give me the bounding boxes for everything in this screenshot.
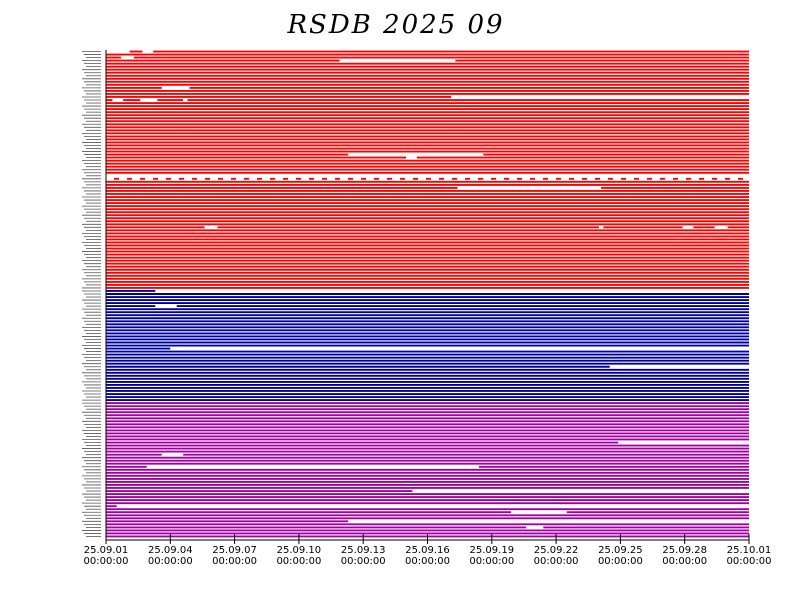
x-tick-label-date: 25.09.13 [341,545,386,556]
x-tick-label-date: 25.10.01 [727,545,772,556]
x-axis: 25.09.0100:00:0025.09.0400:00:0025.09.07… [84,50,772,567]
row-labels [82,51,101,537]
data-gaps [106,50,749,529]
x-tick-label-time: 00:00:00 [84,556,129,567]
x-tick-label-date: 25.09.01 [84,545,129,556]
x-tick-label-date: 25.09.25 [598,545,643,556]
x-tick-label-date: 25.09.19 [470,545,515,556]
x-tick-label-time: 00:00:00 [148,556,193,567]
x-tick-label-time: 00:00:00 [662,556,707,567]
x-tick-label-date: 25.09.16 [405,545,450,556]
x-tick-label-time: 00:00:00 [405,556,450,567]
x-tick-label-time: 00:00:00 [727,556,772,567]
x-tick-label-time: 00:00:00 [469,556,514,567]
x-tick-label-date: 25.09.22 [534,545,579,556]
x-tick-label-time: 00:00:00 [598,556,643,567]
x-tick-label-date: 25.09.07 [212,545,257,556]
x-tick-label-time: 00:00:00 [341,556,386,567]
chart-title: RSDB 2025 09 [287,10,505,40]
x-tick-label-date: 25.09.04 [148,545,193,556]
data-rows [106,50,749,538]
x-tick-label-time: 00:00:00 [212,556,257,567]
x-tick-label-time: 00:00:00 [276,556,321,567]
x-tick-label-time: 00:00:00 [534,556,579,567]
x-tick-label-date: 25.09.10 [277,545,322,556]
x-tick-label-date: 25.09.28 [662,545,707,556]
